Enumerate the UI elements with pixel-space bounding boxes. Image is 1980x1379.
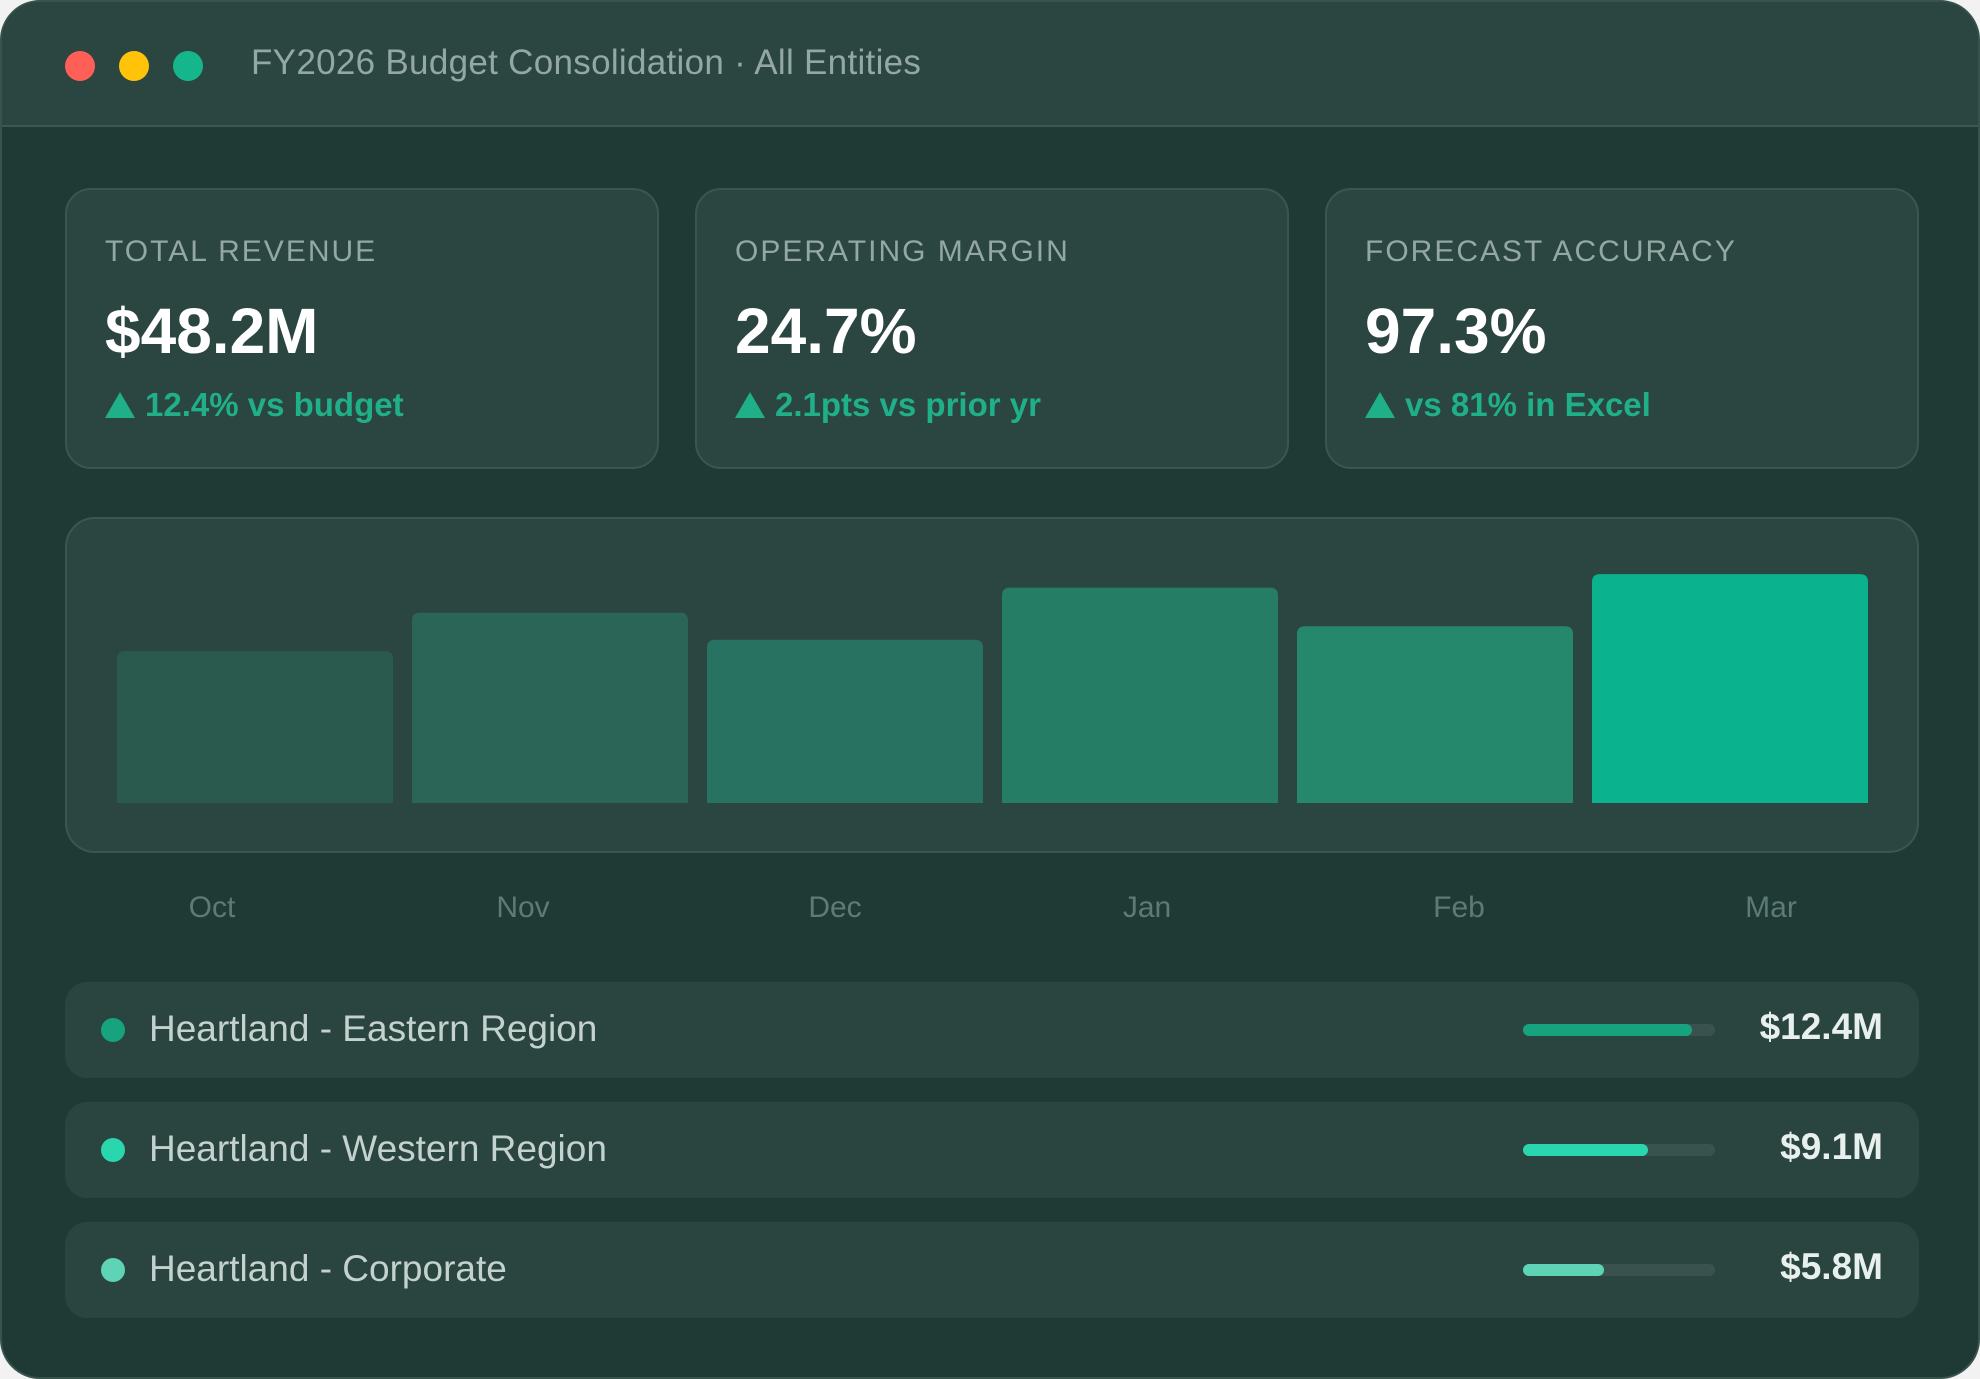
entity-share-bar [1523, 1144, 1715, 1156]
minimize-window-button[interactable] [119, 51, 149, 81]
entity-share-bar [1523, 1264, 1715, 1276]
entity-value: $9.1M [1780, 1126, 1883, 1167]
entity-color-dot [101, 1258, 125, 1282]
month-label-jan: Jan [1122, 891, 1172, 924]
kpi-delta: vs 81% in Excel [1365, 386, 1651, 424]
kpi-value: 97.3% [1365, 295, 1547, 367]
month-label-dec: Dec [808, 891, 862, 924]
kpi-delta-text: 12.4% vs budget [145, 386, 404, 423]
entity-name: Heartland - Eastern Region [149, 1008, 598, 1049]
kpi-delta: 2.1pts vs prior yr [735, 386, 1041, 424]
chart-bar-dec [707, 639, 983, 803]
entity-name: Heartland - Western Region [149, 1128, 607, 1169]
entity-value: $12.4M [1759, 1006, 1883, 1047]
kpi-card-forecast-accuracy: FORECAST ACCURACY 97.3% vs 81% in Excel [1325, 188, 1919, 469]
chart-bar-oct [117, 651, 393, 803]
entity-share-bar [1523, 1024, 1715, 1036]
entity-row-eastern-region[interactable]: Heartland - Eastern Region $12.4M [65, 982, 1919, 1078]
kpi-delta-text: vs 81% in Excel [1405, 386, 1651, 423]
month-label-oct: Oct [188, 891, 236, 924]
chart-bar-nov [412, 612, 688, 803]
month-label-mar: Mar [1745, 891, 1797, 924]
entity-share-fill [1523, 1024, 1692, 1036]
entity-name: Heartland - Corporate [149, 1248, 507, 1289]
chart-bar-jan [1002, 587, 1278, 803]
kpi-label: FORECAST ACCURACY [1365, 235, 1737, 268]
close-window-button[interactable] [65, 51, 95, 81]
kpi-delta: 12.4% vs budget [105, 386, 404, 424]
monthly-revenue-chart [65, 517, 1919, 853]
kpi-card-total-revenue: TOTAL REVENUE $48.2M 12.4% vs budget [65, 188, 659, 469]
kpi-value: $48.2M [105, 295, 319, 367]
month-label-nov: Nov [496, 891, 550, 924]
chart-bar-feb [1297, 626, 1573, 803]
entity-row-corporate[interactable]: Heartland - Corporate $5.8M [65, 1222, 1919, 1318]
window-title: FY2026 Budget Consolidation · All Entiti… [251, 43, 922, 82]
entity-value: $5.8M [1780, 1246, 1883, 1287]
maximize-window-button[interactable] [173, 51, 203, 81]
entity-share-fill [1523, 1264, 1604, 1276]
bar-chart-svg [117, 574, 1868, 803]
month-label-feb: Feb [1433, 891, 1485, 924]
entity-share-fill [1523, 1144, 1648, 1156]
kpi-label: OPERATING MARGIN [735, 235, 1070, 268]
entity-color-dot [101, 1138, 125, 1162]
trend-up-icon [1365, 392, 1395, 418]
entity-color-dot [101, 1018, 125, 1042]
kpi-value: 24.7% [735, 295, 917, 367]
kpi-delta-text: 2.1pts vs prior yr [775, 386, 1041, 423]
entity-row-western-region[interactable]: Heartland - Western Region $9.1M [65, 1102, 1919, 1198]
kpi-card-operating-margin: OPERATING MARGIN 24.7% 2.1pts vs prior y… [695, 188, 1289, 469]
chart-bar-mar [1592, 574, 1868, 803]
title-bar: FY2026 Budget Consolidation · All Entiti… [2, 2, 1978, 127]
trend-up-icon [735, 392, 765, 418]
kpi-label: TOTAL REVENUE [105, 235, 378, 268]
trend-up-icon [105, 392, 135, 418]
